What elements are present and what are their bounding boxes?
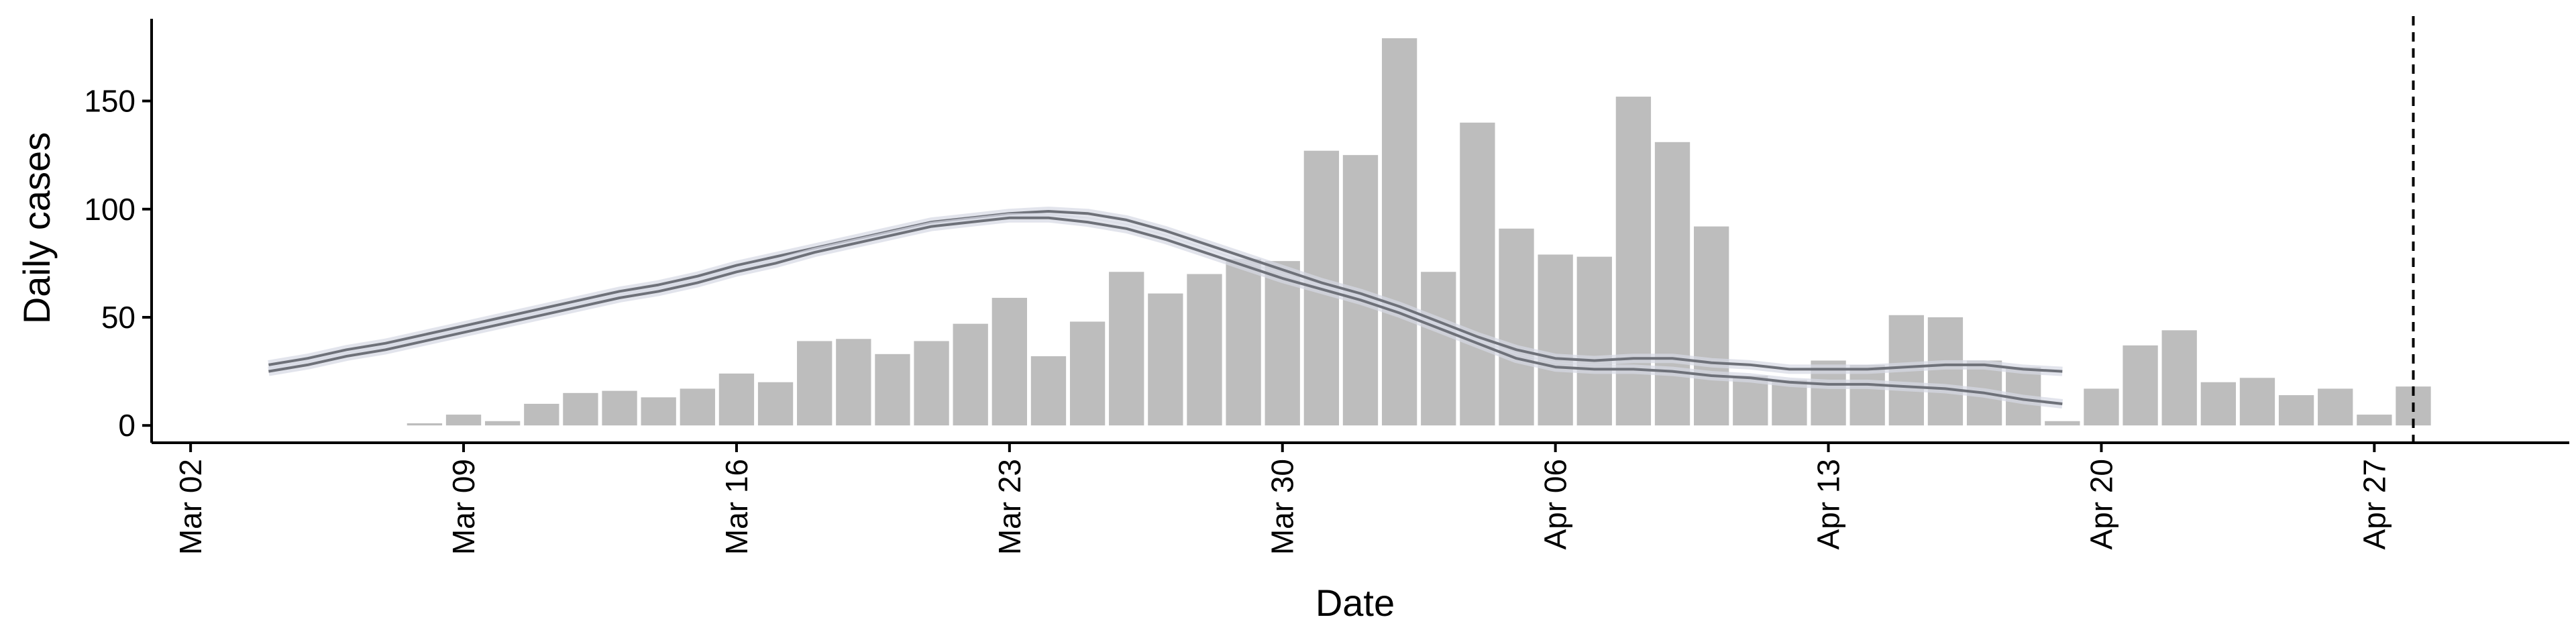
bar xyxy=(2161,330,2197,426)
x-tick-label: Mar 30 xyxy=(1265,459,1300,555)
bar xyxy=(680,388,715,426)
bar xyxy=(1187,274,1222,426)
y-axis-title: Daily cases xyxy=(15,132,58,324)
bars-layer xyxy=(407,38,2431,426)
x-tick-label: Mar 09 xyxy=(446,459,481,555)
bar xyxy=(1733,376,1768,426)
bar xyxy=(2200,382,2236,426)
bar xyxy=(1030,356,1067,426)
x-tick-label: Mar 16 xyxy=(719,459,754,555)
series-line xyxy=(268,210,2063,373)
series-line xyxy=(268,216,2063,405)
axes-layer: 0 50 100 150 Mar 02 Mar 09 Mar 16 Mar 23 Mar 30 A… xyxy=(84,19,2569,555)
y-tick-label: 0 xyxy=(118,408,136,443)
bar xyxy=(1772,380,1807,426)
bar xyxy=(2239,378,2275,426)
bar xyxy=(485,421,521,426)
bar xyxy=(1499,228,1534,426)
bar xyxy=(875,354,910,426)
lines-layer xyxy=(268,16,2415,443)
bar xyxy=(1460,122,1495,426)
x-tick-label: Apr 06 xyxy=(1538,459,1573,550)
bar xyxy=(445,415,482,426)
bar xyxy=(2045,421,2080,426)
x-tick-label: Apr 13 xyxy=(1811,459,1846,550)
bar xyxy=(2318,388,2353,426)
bar xyxy=(563,392,598,426)
bar xyxy=(641,397,676,426)
bar xyxy=(1694,226,1729,426)
bar xyxy=(991,297,1027,426)
y-tick-label: 100 xyxy=(84,192,136,227)
bar xyxy=(1576,256,1612,426)
bar xyxy=(1148,293,1183,426)
bar xyxy=(1927,317,1964,426)
bar xyxy=(1226,258,1261,426)
x-tick-label: Mar 02 xyxy=(173,459,208,555)
bar xyxy=(1109,272,1144,426)
bar xyxy=(1615,97,1652,426)
x-tick-label: Mar 23 xyxy=(992,459,1027,555)
bar xyxy=(1381,38,1417,426)
bar xyxy=(1421,272,1456,426)
x-axis-title: Date xyxy=(1316,582,1395,624)
bar xyxy=(602,390,637,426)
bar xyxy=(1069,321,1106,426)
y-tick-label: 50 xyxy=(101,300,136,335)
bar xyxy=(1538,254,1573,426)
bar xyxy=(2357,415,2392,426)
bar xyxy=(757,382,794,426)
bar xyxy=(524,403,559,426)
x-tick-label: Apr 27 xyxy=(2357,459,2392,550)
x-tick-label: Apr 20 xyxy=(2084,459,2118,550)
bar xyxy=(2278,395,2314,426)
bar xyxy=(2084,388,2119,426)
bar xyxy=(1849,364,1885,426)
bar xyxy=(797,341,833,426)
bar xyxy=(914,341,949,426)
bar xyxy=(836,339,871,426)
bar xyxy=(2123,345,2158,426)
bar xyxy=(1265,261,1300,426)
bar xyxy=(407,423,443,426)
bar xyxy=(953,323,988,426)
y-tick-label: 150 xyxy=(84,84,136,119)
bar xyxy=(718,373,755,426)
bar xyxy=(1654,142,1690,426)
